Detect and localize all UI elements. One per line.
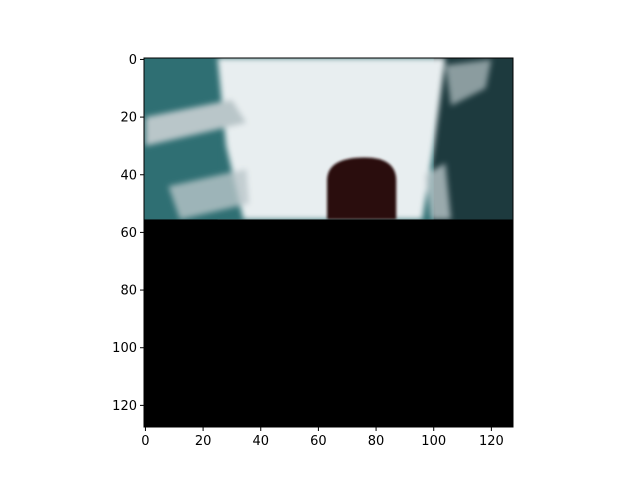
image-heatmap bbox=[144, 58, 513, 427]
x-tick-label: 20 bbox=[195, 434, 212, 449]
object-group bbox=[327, 157, 396, 219]
y-tick-label: 80 bbox=[120, 284, 137, 299]
x-tick-label: 80 bbox=[368, 434, 385, 449]
x-tick-label: 0 bbox=[141, 434, 149, 449]
x-tick-label: 100 bbox=[421, 434, 446, 449]
dark-object bbox=[327, 157, 396, 219]
x-tick-label: 60 bbox=[310, 434, 327, 449]
y-tick-label: 0 bbox=[129, 53, 137, 68]
y-tick-label: 60 bbox=[120, 226, 137, 241]
y-tick-label: 40 bbox=[120, 168, 137, 183]
x-tick-label: 120 bbox=[479, 434, 504, 449]
y-tick-label: 20 bbox=[120, 111, 137, 126]
x-tick-label: 40 bbox=[252, 434, 269, 449]
y-tick-label: 120 bbox=[112, 399, 137, 414]
y-tick-label: 100 bbox=[112, 341, 137, 356]
masked-region bbox=[144, 219, 513, 427]
x-axis: 0 20 40 60 80 100 120 bbox=[141, 427, 503, 449]
y-axis: 0 20 40 60 80 100 120 bbox=[112, 53, 144, 414]
